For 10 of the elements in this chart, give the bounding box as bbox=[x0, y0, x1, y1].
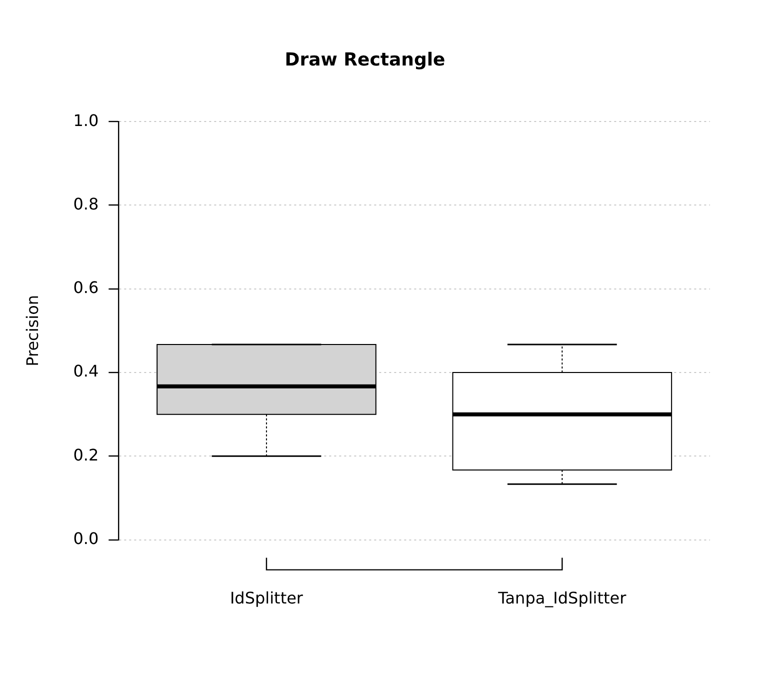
y-tick-label: 0.2 bbox=[73, 445, 99, 464]
y-axis-title: Precision bbox=[22, 295, 42, 366]
x-tick-label: Tanpa_IdSplitter bbox=[497, 588, 627, 608]
y-tick-label: 0.4 bbox=[73, 362, 99, 381]
y-tick-label: 0.0 bbox=[73, 528, 99, 548]
x-tick-label: IdSplitter bbox=[230, 588, 304, 608]
y-tick-label: 1.0 bbox=[73, 110, 99, 130]
y-tick-label: 0.8 bbox=[73, 194, 99, 214]
y-tick-label: 0.6 bbox=[73, 278, 99, 298]
chart-title: Draw Rectangle bbox=[284, 49, 446, 70]
